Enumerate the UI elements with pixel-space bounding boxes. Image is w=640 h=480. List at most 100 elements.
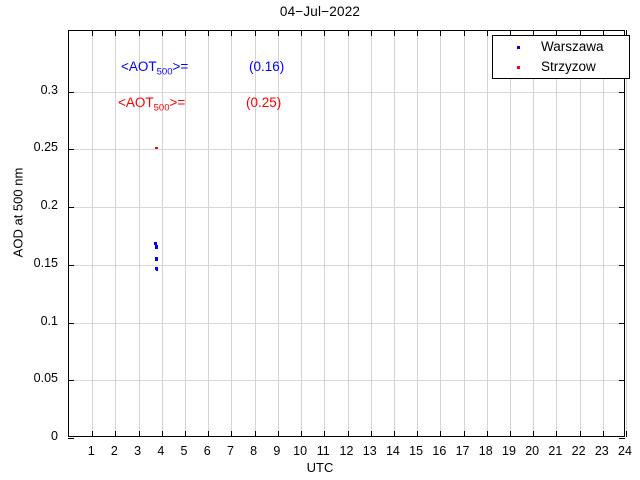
x-tick-label: 24 xyxy=(618,444,632,458)
chart-legend: Warszawa Strzyzow xyxy=(492,35,630,79)
gridline-vertical xyxy=(602,31,604,436)
x-tick-top xyxy=(277,30,279,36)
x-tick-bottom xyxy=(277,431,279,437)
y-tick-label: 0.25 xyxy=(33,140,58,155)
x-tick-label: 20 xyxy=(525,444,540,458)
annotation-suffix: >= xyxy=(169,95,186,110)
x-tick-bottom xyxy=(626,431,627,437)
gridline-vertical xyxy=(579,31,581,436)
y-tick-right xyxy=(619,264,625,266)
x-tick-bottom xyxy=(486,431,488,437)
gridline-horizontal xyxy=(69,322,624,324)
y-tick-left xyxy=(68,264,74,266)
y-tick-label: 0.05 xyxy=(33,371,58,386)
x-tick-label: 8 xyxy=(250,444,258,458)
data-point-warszawa xyxy=(155,268,159,272)
x-tick-label: 15 xyxy=(409,444,424,458)
x-tick-bottom xyxy=(254,431,256,437)
annotation-value-warszawa-mean: (0.16) xyxy=(249,59,285,74)
x-tick-bottom xyxy=(324,431,326,437)
annotation-prefix: <AOT xyxy=(121,59,157,74)
gridline-vertical xyxy=(370,31,372,436)
y-tick-left xyxy=(68,322,74,324)
x-tick-label: 12 xyxy=(339,444,354,458)
y-tick-label: 0 xyxy=(51,429,58,443)
gridline-horizontal xyxy=(69,207,624,209)
x-tick-label: 23 xyxy=(594,444,609,458)
x-tick-top xyxy=(347,30,349,36)
x-tick-bottom xyxy=(556,431,558,437)
x-tick-bottom xyxy=(393,431,395,437)
x-tick-label: 19 xyxy=(502,444,516,458)
x-tick-bottom xyxy=(533,431,535,437)
gridline-vertical xyxy=(231,31,233,436)
gridline-vertical xyxy=(185,31,187,436)
x-tick-label: 6 xyxy=(203,444,211,458)
y-tick-right xyxy=(619,380,625,382)
x-tick-top xyxy=(161,30,163,36)
x-tick-top xyxy=(417,30,419,36)
y-axis-label: AOD at 500 nm xyxy=(10,167,26,258)
y-tick-left xyxy=(68,438,74,439)
x-tick-label: 18 xyxy=(478,444,493,458)
gridline-vertical xyxy=(301,31,303,436)
gridline-vertical xyxy=(486,31,488,436)
x-tick-top xyxy=(324,30,326,36)
x-tick-bottom xyxy=(301,431,303,437)
x-tick-bottom xyxy=(370,431,372,437)
x-tick-label: 13 xyxy=(362,444,377,458)
x-tick-label: 22 xyxy=(571,444,586,458)
annotation-value-strzyzow-mean: (0.25) xyxy=(246,95,282,110)
gridline-vertical xyxy=(463,31,465,436)
x-tick-top xyxy=(579,30,581,36)
data-point-strzyzow xyxy=(155,146,159,150)
x-tick-top xyxy=(208,30,210,36)
y-tick-right xyxy=(619,207,625,209)
x-tick-top xyxy=(185,30,187,36)
legend-label: Warszawa xyxy=(541,39,604,54)
gridline-vertical xyxy=(161,31,163,436)
gridline-horizontal xyxy=(69,380,624,382)
gridline-vertical xyxy=(324,31,326,436)
x-tick-label: 14 xyxy=(385,444,400,458)
annotation-subscript: 500 xyxy=(156,66,173,78)
x-tick-label: 21 xyxy=(548,444,563,458)
x-tick-label: 4 xyxy=(157,444,165,458)
y-tick-label: 0.1 xyxy=(40,313,58,328)
x-tick-label: 1 xyxy=(87,444,95,458)
gridline-horizontal xyxy=(69,91,624,93)
chart-title: 04−Jul−2022 xyxy=(279,4,361,19)
gridline-horizontal xyxy=(69,149,624,151)
x-tick-label: 10 xyxy=(293,444,308,458)
gridline-vertical xyxy=(393,31,395,436)
gridline-vertical xyxy=(509,31,511,436)
y-tick-left xyxy=(68,207,74,209)
y-tick-label: 0.2 xyxy=(40,198,58,213)
x-tick-bottom xyxy=(231,431,233,437)
annotation-label-warszawa-mean: <AOT500>= xyxy=(121,59,188,78)
x-tick-bottom xyxy=(440,431,442,437)
x-tick-top xyxy=(533,30,535,36)
gridline-vertical xyxy=(92,31,94,436)
y-tick-left xyxy=(68,149,74,151)
x-tick-label: 16 xyxy=(432,444,447,458)
gridline-vertical xyxy=(626,31,627,436)
legend-label: Strzyzow xyxy=(541,59,596,74)
y-tick-left xyxy=(68,91,74,93)
x-axis-label: UTC xyxy=(306,460,334,475)
x-tick-label: 17 xyxy=(455,444,470,458)
plot-area: <AOT500>= (0.16) <AOT500>= (0.25) xyxy=(68,30,627,439)
y-tick-right xyxy=(619,438,625,439)
x-tick-label: 2 xyxy=(110,444,118,458)
x-tick-bottom xyxy=(92,431,94,437)
x-tick-bottom xyxy=(138,431,140,437)
y-tick-right xyxy=(619,149,625,151)
x-tick-top xyxy=(602,30,604,36)
y-tick-left xyxy=(68,380,74,382)
gridline-vertical xyxy=(556,31,558,436)
y-tick-right xyxy=(619,322,625,324)
gridline-horizontal xyxy=(69,264,624,266)
annotation-subscript: 500 xyxy=(153,102,170,114)
x-tick-top xyxy=(626,30,627,36)
